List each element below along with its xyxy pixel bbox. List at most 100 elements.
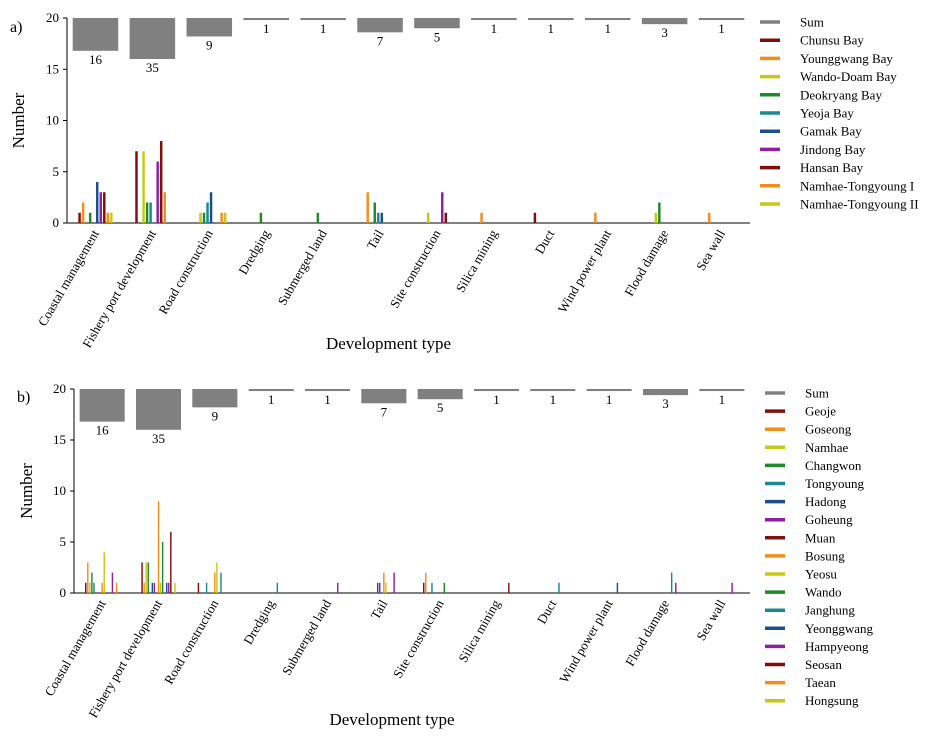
- series-bar: [135, 151, 138, 223]
- series-bar: [654, 212, 658, 223]
- series-bar: [143, 582, 145, 593]
- panel-a: 0 5 10 15 20 16 35 9 1 1 7 5 1 1 1 3 1 Coastal management…: [9, 10, 919, 353]
- legend-label: Hampyeong: [805, 639, 869, 654]
- series-bar: [731, 582, 733, 593]
- series-bar: [174, 582, 176, 593]
- legend-label: Sum: [805, 386, 829, 401]
- sum-value-label: 1: [604, 21, 611, 36]
- legend-label: Namhae-Tongyoung I: [800, 178, 914, 193]
- legend-label: Sum: [800, 15, 824, 30]
- sum-value-label: 1: [320, 21, 327, 36]
- y-tick-label: 15: [46, 61, 59, 76]
- category-label: Tail: [364, 227, 387, 252]
- sum-bar: [357, 18, 403, 33]
- category-label: Dredging: [240, 597, 278, 647]
- sum-bar: [641, 18, 688, 25]
- series-bar: [142, 151, 145, 223]
- series-bar: [379, 582, 381, 593]
- category-label: Silica mining: [453, 227, 501, 295]
- series-bar: [594, 212, 597, 223]
- series-bar: [147, 562, 149, 593]
- series-bar: [707, 212, 711, 223]
- series-bar: [141, 562, 143, 593]
- category-label: Flood damage: [622, 597, 672, 669]
- series-bar: [170, 531, 172, 593]
- series-bar: [441, 192, 444, 223]
- legend-label: Tongyoung: [805, 476, 865, 491]
- series-bar: [81, 202, 85, 223]
- sum-value-label: 35: [146, 60, 159, 75]
- sum-value-label: 5: [437, 400, 444, 415]
- series-bar: [157, 501, 160, 593]
- sum-bar: [243, 18, 289, 21]
- series-bar: [110, 212, 113, 223]
- series-bar: [153, 582, 156, 593]
- sum-value-label: 1: [548, 21, 555, 36]
- series-bar: [99, 192, 102, 223]
- series-bar: [89, 582, 91, 593]
- series-bar: [103, 552, 105, 593]
- series-bar: [426, 212, 430, 223]
- sum-bar: [417, 389, 463, 400]
- legend-label: Goseong: [805, 422, 852, 437]
- sum-bar: [79, 389, 125, 422]
- series-bar: [206, 202, 209, 223]
- series-bar: [385, 582, 387, 593]
- sum-value-label: 1: [719, 392, 726, 407]
- series-bar: [202, 212, 206, 223]
- y-tick-label: 5: [53, 164, 60, 179]
- series-bar: [259, 212, 263, 223]
- y-tick-label: 0: [53, 215, 60, 230]
- x-axis-title: Development type: [329, 710, 454, 729]
- sum-bar: [698, 18, 745, 21]
- sum-bar: [248, 389, 294, 392]
- sum-bar: [473, 389, 520, 392]
- category-label: Site construction: [390, 597, 447, 681]
- series-bar: [106, 212, 110, 223]
- series-bar: [393, 572, 395, 593]
- series-bar: [205, 582, 208, 593]
- sum-bar: [186, 18, 233, 37]
- sum-bar: [471, 18, 517, 21]
- series-bar: [159, 141, 163, 223]
- panel-label: b): [17, 389, 30, 406]
- sum-value-label: 3: [662, 396, 669, 411]
- sum-value-label: 9: [206, 37, 213, 52]
- series-bar: [111, 572, 114, 593]
- series-bar: [115, 582, 118, 593]
- category-label: Road construction: [155, 227, 216, 317]
- series-bar: [93, 582, 95, 593]
- series-bar: [220, 212, 223, 223]
- series-bar: [163, 192, 166, 223]
- x-axis-title: Development type: [326, 334, 451, 353]
- legend-label: Gamak Bay: [800, 124, 862, 139]
- legend-label: Hansan Bay: [800, 160, 864, 175]
- series-bar: [214, 572, 216, 593]
- sum-value-label: 1: [493, 392, 500, 407]
- series-bar: [165, 582, 168, 593]
- sum-bar: [129, 18, 176, 59]
- sum-value-label: 1: [606, 392, 613, 407]
- sum-bar: [72, 18, 119, 51]
- legend-label: Janghung: [805, 603, 855, 618]
- legend-label: Hadong: [805, 494, 847, 509]
- legend-label: Goheung: [805, 512, 853, 527]
- legend-label: Muan: [805, 530, 836, 545]
- sum-value-label: 16: [96, 423, 110, 438]
- category-label: Flood damage: [621, 227, 671, 299]
- y-tick-label: 20: [53, 381, 66, 396]
- legend-label: Chunsu Bay: [800, 33, 864, 48]
- category-label: Site construction: [387, 227, 444, 311]
- series-bar: [658, 202, 661, 223]
- legend-label: Geoje: [805, 404, 836, 419]
- sum-bar: [642, 389, 689, 396]
- series-bar: [377, 212, 380, 223]
- legend-label: Seosan: [805, 657, 842, 672]
- category-label: Submerged land: [274, 227, 330, 308]
- series-bar: [480, 212, 483, 223]
- series-bar: [87, 562, 89, 593]
- series-bar: [223, 212, 227, 223]
- series-bar: [558, 582, 560, 593]
- legend-label: Bosung: [805, 548, 845, 563]
